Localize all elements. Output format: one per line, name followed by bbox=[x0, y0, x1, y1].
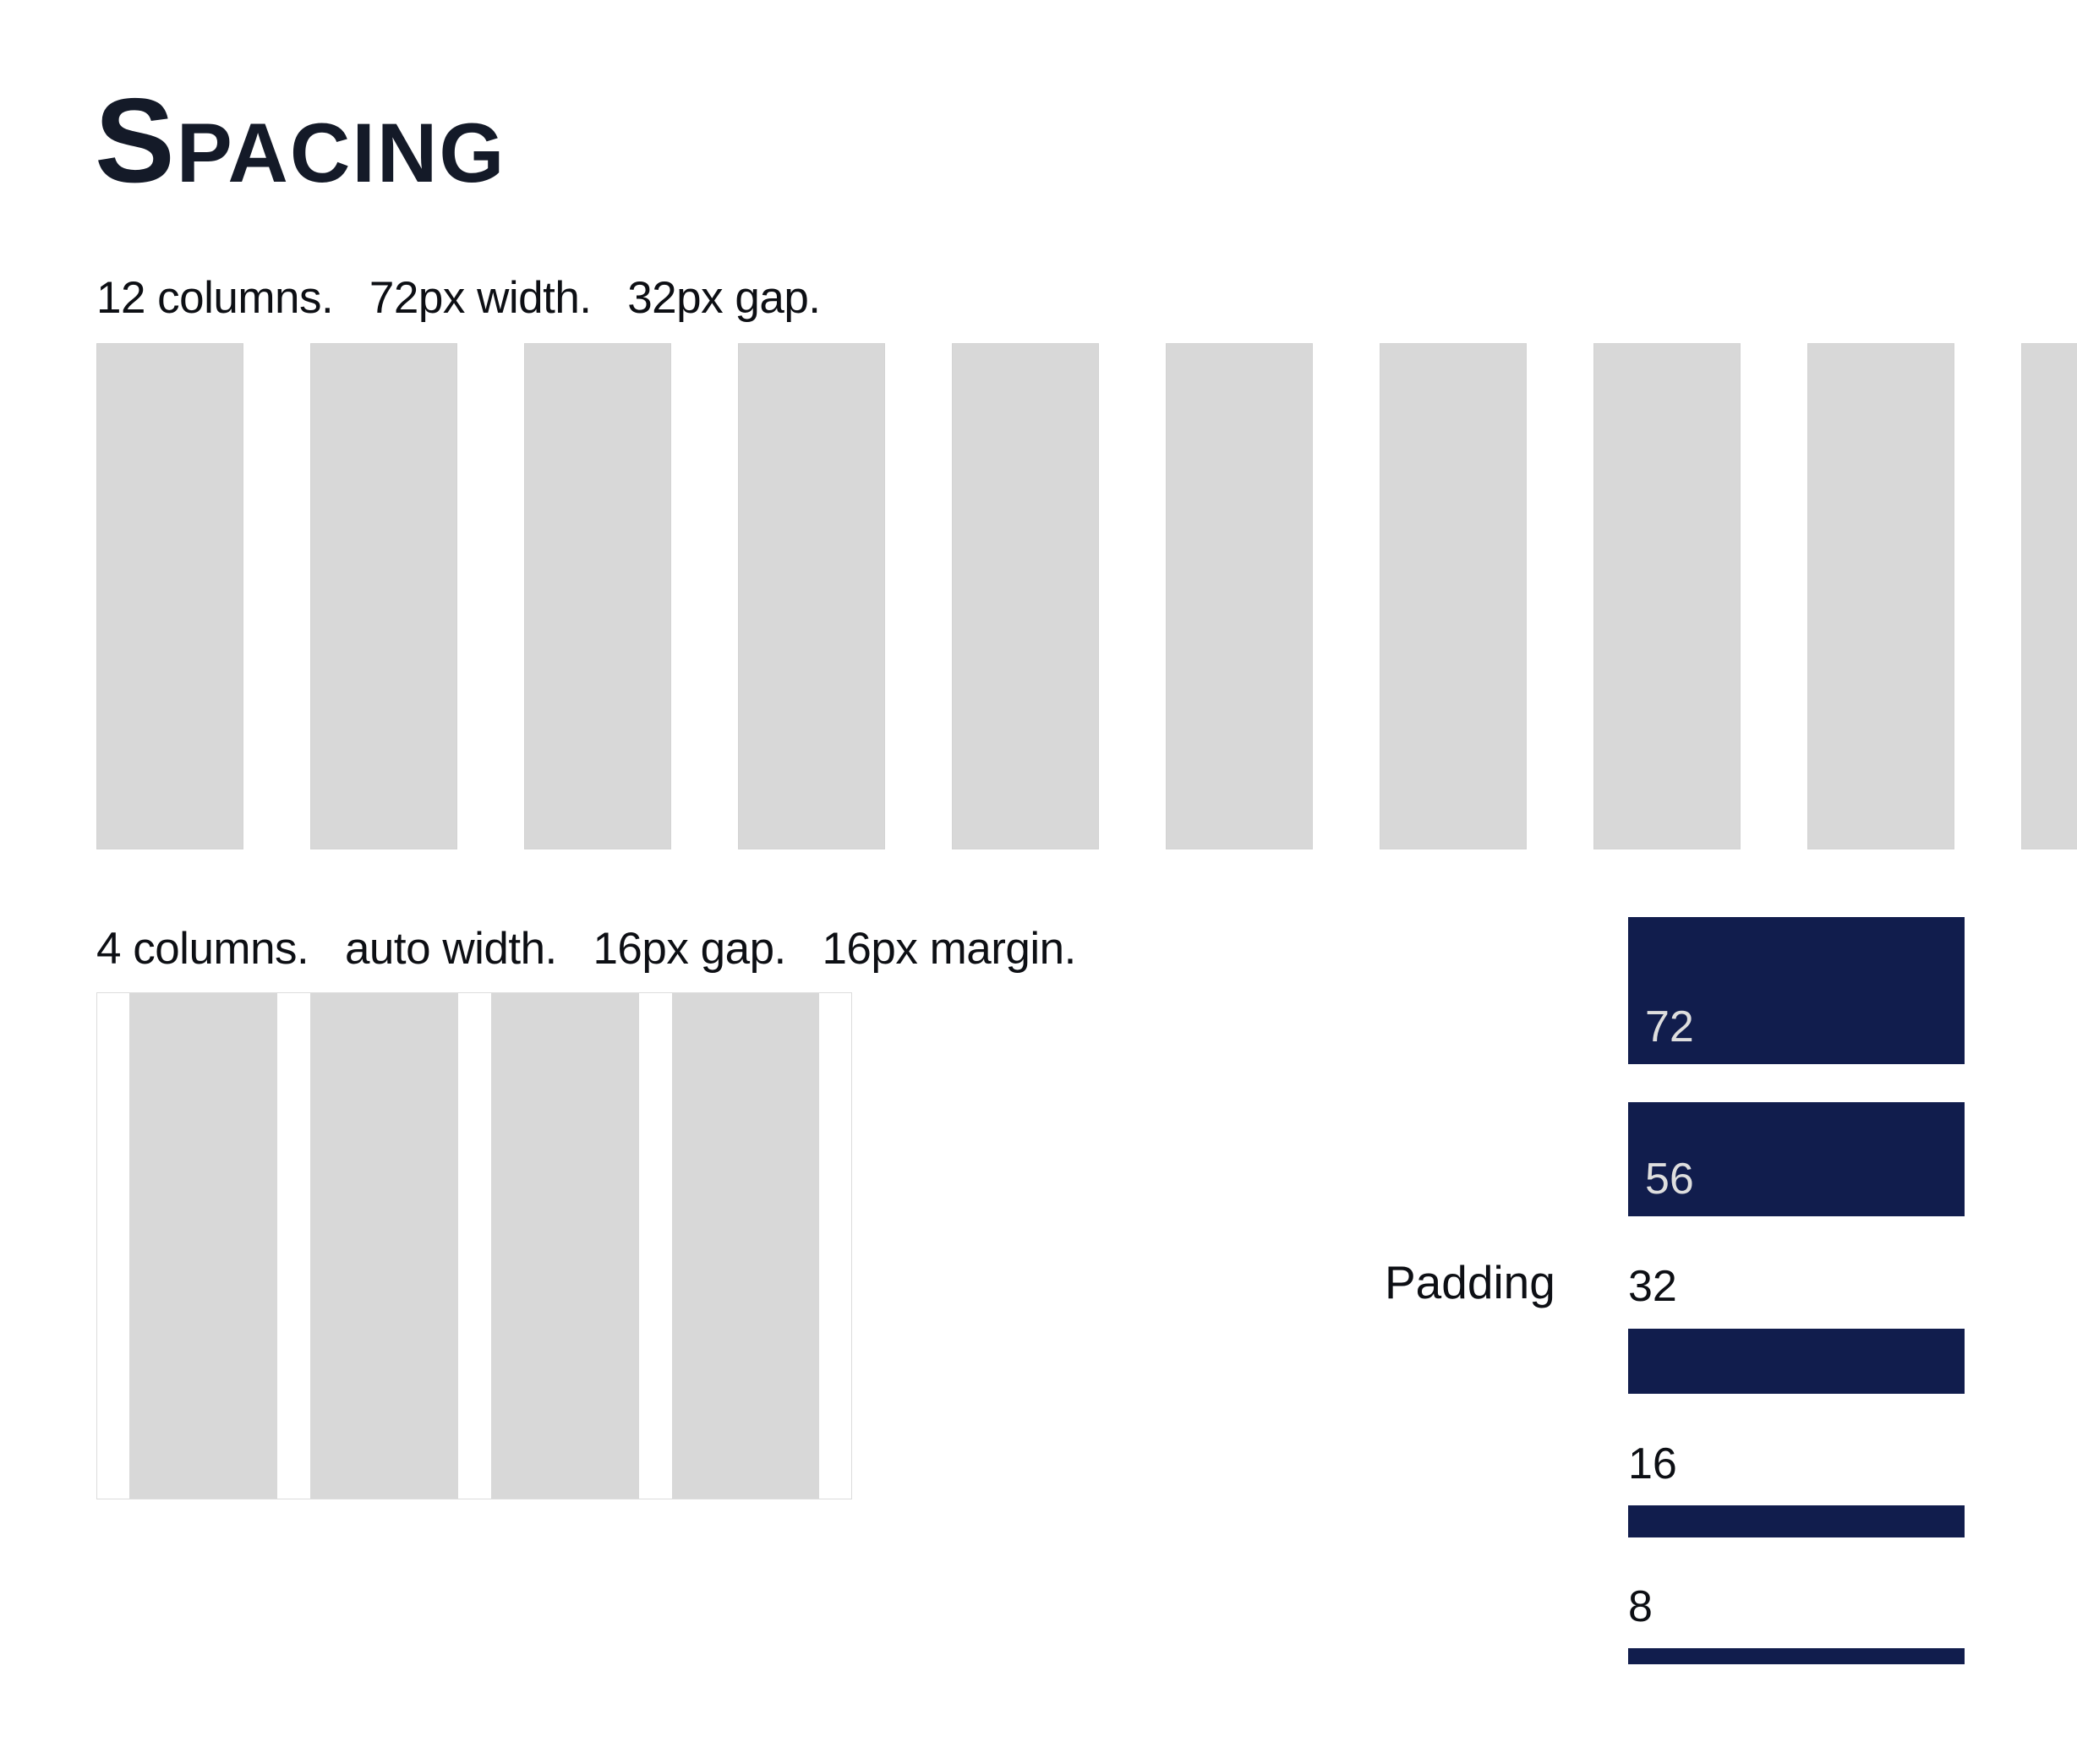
grid-column bbox=[129, 993, 277, 1499]
grid-column bbox=[672, 993, 819, 1499]
page-title: Spacing bbox=[95, 74, 506, 208]
grid-column bbox=[96, 343, 243, 849]
padding-value-72: 72 bbox=[1645, 1002, 1694, 1051]
grid-column bbox=[1166, 343, 1313, 849]
grid-column bbox=[310, 993, 458, 1499]
grid-column bbox=[1807, 343, 1954, 849]
grid-column bbox=[738, 343, 885, 849]
grid-12-caption: 12 columns. 72px width. 32px gap. bbox=[96, 273, 821, 323]
padding-bar-16 bbox=[1628, 1505, 1965, 1537]
padding-bar-8 bbox=[1628, 1648, 1965, 1664]
padding-bar-72: 72 bbox=[1628, 917, 1965, 1064]
grid-column bbox=[310, 343, 457, 849]
padding-label: Padding bbox=[1385, 1256, 1555, 1308]
padding-value-56: 56 bbox=[1645, 1155, 1694, 1204]
grid-4-columns bbox=[96, 992, 852, 1499]
padding-value-16: 16 bbox=[1628, 1439, 1677, 1488]
grid-column bbox=[1380, 343, 1527, 849]
padding-value-8: 8 bbox=[1628, 1582, 1653, 1631]
grid-4-caption: 4 columns. auto width. 16px gap. 16px ma… bbox=[96, 924, 1076, 974]
grid-column bbox=[2021, 343, 2077, 849]
grid-column bbox=[524, 343, 671, 849]
padding-bar-56: 56 bbox=[1628, 1102, 1965, 1216]
grid-column bbox=[952, 343, 1099, 849]
grid-12-columns bbox=[96, 343, 2077, 849]
padding-bar-32 bbox=[1628, 1329, 1965, 1394]
padding-value-32: 32 bbox=[1628, 1262, 1677, 1311]
grid-column bbox=[1593, 343, 1741, 849]
grid-column bbox=[491, 993, 639, 1499]
